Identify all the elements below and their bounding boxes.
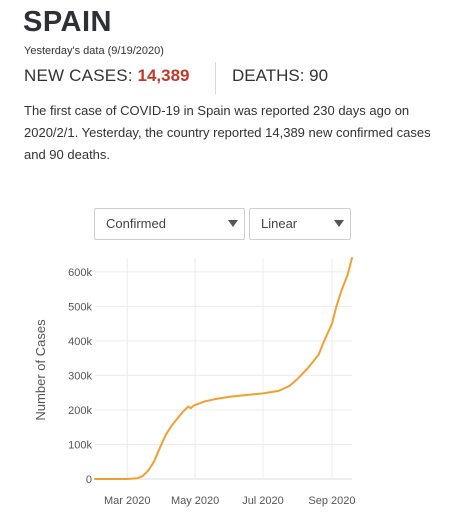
- y-axis-ticks: 0 100k 200k 300k 400k 500k 600k: [68, 267, 92, 486]
- y-axis-label: Number of Cases: [33, 319, 48, 421]
- scale-select-value: Linear: [261, 216, 298, 231]
- y-tick-label: 400k: [68, 336, 92, 348]
- x-axis-ticks: Mar 2020 May 2020 Jul 2020 Sep 2020: [104, 495, 356, 507]
- x-tick-label: Mar 2020: [104, 495, 150, 507]
- summary-text: The first case of COVID-19 in Spain was …: [24, 103, 431, 162]
- x-tick-label: May 2020: [171, 495, 219, 507]
- y-tick-label: 300k: [68, 370, 92, 382]
- y-tick-label: 500k: [68, 301, 92, 313]
- chevron-down-icon: [334, 220, 344, 227]
- y-tick-label: 0: [86, 474, 92, 486]
- x-tick-label: Sep 2020: [308, 495, 355, 507]
- deaths-value: 90: [309, 66, 329, 85]
- new-cases-value: 14,389: [137, 66, 190, 85]
- data-date: Yesterday's data (9/19/2020): [24, 45, 164, 57]
- deaths-stat: DEATHS: 90: [232, 66, 328, 86]
- new-cases-stat: NEW CASES: 14,389: [24, 66, 189, 86]
- chevron-down-icon: [228, 220, 238, 227]
- y-tick-label: 600k: [68, 267, 92, 279]
- chart-grid: [95, 258, 352, 480]
- country-title: SPAIN: [23, 6, 112, 38]
- x-tick-label: Jul 2020: [242, 495, 284, 507]
- y-tick-label: 100k: [68, 439, 92, 451]
- new-cases-label: NEW CASES:: [24, 66, 133, 85]
- deaths-label: DEATHS:: [232, 66, 305, 85]
- metric-select-value: Confirmed: [106, 216, 166, 231]
- stats-divider: [215, 62, 216, 94]
- metric-select[interactable]: Confirmed: [94, 208, 245, 240]
- series-line-confirmed: [94, 257, 353, 480]
- y-tick-label: 200k: [68, 405, 92, 417]
- scale-select[interactable]: Linear: [249, 208, 351, 240]
